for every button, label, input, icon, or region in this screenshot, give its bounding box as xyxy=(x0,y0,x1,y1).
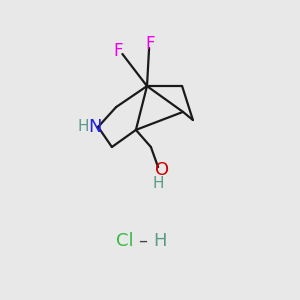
Text: F: F xyxy=(113,42,123,60)
Text: O: O xyxy=(155,161,169,179)
Text: H: H xyxy=(152,176,164,191)
Text: F: F xyxy=(146,35,155,53)
Text: Cl: Cl xyxy=(116,232,134,250)
Text: N: N xyxy=(89,118,102,136)
Text: H: H xyxy=(78,119,89,134)
Text: –: – xyxy=(138,232,147,250)
Text: H: H xyxy=(153,232,166,250)
